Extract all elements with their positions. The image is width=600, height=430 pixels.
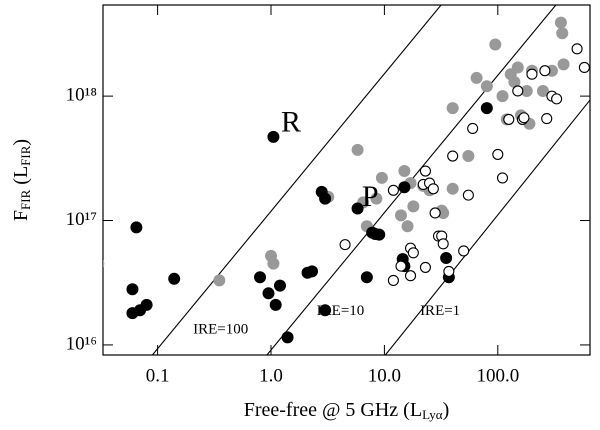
x-axis-label-part: ) (443, 399, 450, 421)
ire-label: IRE=100 (193, 321, 248, 337)
x-axis-label-part: Lyα (422, 407, 443, 422)
data-point (126, 283, 139, 296)
data-point (262, 287, 275, 300)
data-point (404, 270, 417, 282)
data-point (267, 130, 280, 143)
data-point (254, 271, 267, 284)
data-point (447, 150, 459, 162)
data-point (462, 150, 475, 163)
data-point (511, 61, 524, 74)
data-point (267, 257, 280, 270)
data-point (319, 192, 332, 205)
data-point (467, 122, 479, 134)
y-axis-label-part: ) (10, 139, 32, 146)
data-point (351, 202, 364, 215)
data-point (556, 27, 569, 40)
data-point (496, 172, 509, 184)
x-tick-label: 1.0 (259, 365, 283, 386)
y-tick-label: 10¹⁶ (66, 333, 97, 354)
data-point (339, 239, 351, 251)
y-tick-label: 10¹⁷ (66, 209, 97, 230)
data-point (492, 148, 504, 160)
data-point (554, 16, 567, 29)
data-point (526, 68, 538, 80)
data-point (407, 247, 419, 259)
data-point (419, 261, 431, 273)
data-point (395, 260, 407, 272)
data-point (557, 58, 570, 71)
data-point (398, 165, 411, 178)
data-point (394, 209, 407, 222)
data-point (429, 207, 441, 219)
y-axis-label-part: FIR (18, 189, 33, 210)
ire-line (151, 5, 442, 355)
data-point (489, 38, 502, 51)
data-point (462, 189, 474, 201)
data-point (140, 298, 153, 311)
data-point (520, 84, 533, 97)
y-axis-label-part: F (10, 210, 32, 221)
data-point (446, 102, 459, 115)
data-point (273, 279, 286, 292)
data-point (496, 90, 509, 103)
data-point (369, 227, 382, 240)
data-point (281, 331, 294, 344)
x-tick-label: 0.1 (146, 365, 170, 386)
y-axis-label: FFIR (LFIR) (10, 139, 33, 221)
data-point (319, 304, 332, 317)
data-point (541, 113, 553, 125)
data-point (427, 183, 439, 195)
data-point (103, 259, 105, 268)
data-point (387, 274, 399, 286)
data-point (539, 65, 551, 77)
data-point (130, 221, 143, 234)
data-point (360, 271, 373, 284)
data-point (401, 220, 414, 233)
y-axis-label-part: FIR (18, 145, 33, 166)
x-axis-label-part: Free-free @ 5 GHz (L (244, 399, 422, 421)
data-point (370, 192, 383, 205)
annotation: P (362, 180, 379, 213)
y-axis-label-part: (L (10, 166, 32, 190)
ire-label: IRE=10 (317, 303, 365, 319)
data-point (470, 71, 483, 84)
x-axis-label: Free-free @ 5 GHz (LLyα) (244, 399, 450, 422)
data-point (443, 265, 455, 277)
data-point (437, 238, 449, 250)
data-point (269, 298, 282, 311)
data-point (446, 182, 459, 195)
plot-area (103, 5, 590, 355)
data-point (213, 274, 226, 287)
ire-line (384, 99, 590, 355)
ire-label: IRE=1 (420, 303, 460, 319)
data-point (398, 181, 411, 194)
data-point (518, 112, 530, 124)
data-point (407, 200, 420, 213)
data-point (551, 93, 563, 105)
data-point (480, 80, 493, 93)
data-point (375, 171, 388, 184)
annotation: R (281, 106, 301, 139)
data-point (458, 245, 470, 257)
data-point (508, 75, 521, 88)
x-tick-label: 100.0 (476, 365, 519, 386)
data-point (503, 113, 515, 125)
data-point (306, 265, 319, 278)
data-point (512, 85, 524, 97)
data-point (578, 61, 590, 73)
data-point (351, 143, 364, 156)
data-point (440, 251, 453, 264)
plot-frame (102, 4, 591, 356)
x-tick-label: 10.0 (368, 365, 401, 386)
data-point (387, 184, 399, 196)
data-point (536, 84, 549, 97)
data-point (168, 272, 181, 285)
data-point (480, 102, 493, 115)
data-point (571, 43, 583, 55)
y-tick-label: 10¹⁸ (66, 84, 97, 105)
data-point (419, 165, 431, 177)
